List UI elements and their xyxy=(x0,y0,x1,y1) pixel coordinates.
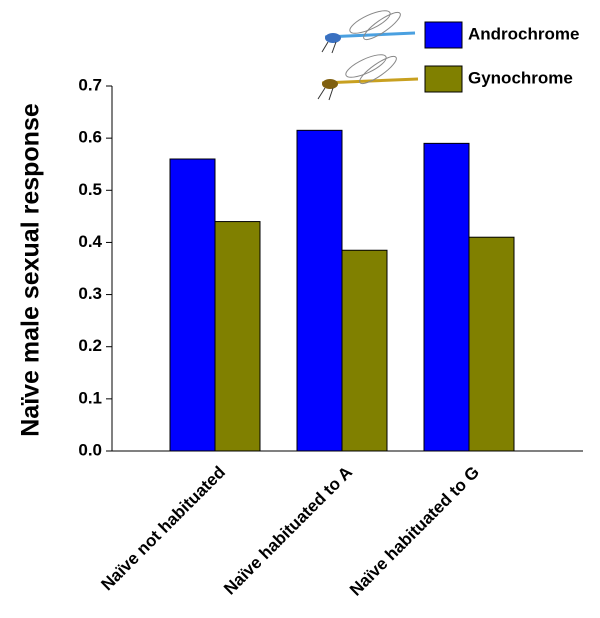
dragonfly-icon xyxy=(317,54,419,101)
legend-label: Androchrome xyxy=(468,24,579,43)
y-tick-label: 0.5 xyxy=(78,180,102,199)
bar xyxy=(468,236,515,452)
bar xyxy=(296,129,343,452)
legend-swatch xyxy=(424,21,463,49)
y-tick-label: 0.6 xyxy=(78,128,102,147)
legend-label: Gynochrome xyxy=(468,68,573,87)
y-tick-label: 0.7 xyxy=(78,75,102,94)
y-axis-label: Naïve male sexual response xyxy=(17,103,45,437)
y-tick-label: 0.3 xyxy=(78,284,102,303)
x-tick-label: Naïve not habituated xyxy=(97,463,229,595)
y-tick-label: 0.4 xyxy=(78,232,102,251)
x-tick-label: Naïve habituated to G xyxy=(346,463,483,600)
bar xyxy=(423,142,470,452)
bar xyxy=(169,158,216,452)
x-tick-label: Naïve habituated to A xyxy=(220,463,356,599)
bar xyxy=(341,249,388,452)
dragonfly-icon xyxy=(321,10,416,54)
bar xyxy=(214,221,261,452)
y-tick-label: 0.1 xyxy=(78,388,102,407)
legend-swatch xyxy=(424,65,463,93)
y-tick-label: 0.0 xyxy=(78,440,102,459)
y-tick-label: 0.2 xyxy=(78,336,102,355)
